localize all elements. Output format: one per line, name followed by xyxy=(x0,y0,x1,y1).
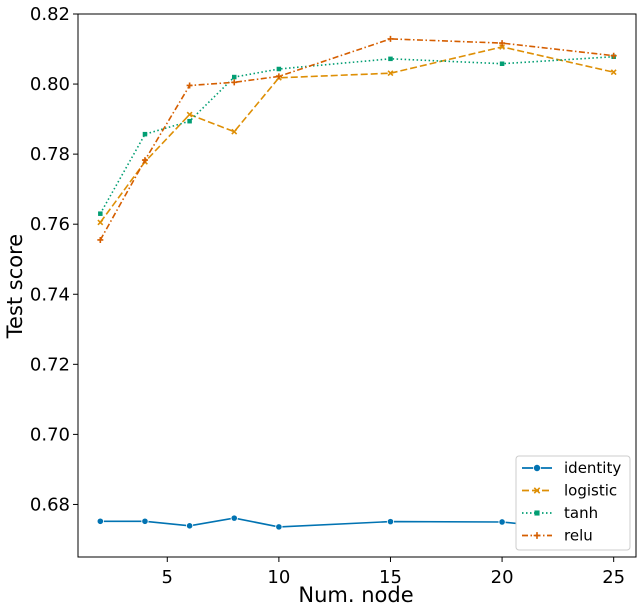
data-point xyxy=(387,70,394,77)
legend-label: logistic xyxy=(564,482,617,500)
legend-marker xyxy=(533,532,541,539)
data-point xyxy=(142,131,148,137)
series-line-logistic xyxy=(99,46,614,223)
data-point xyxy=(186,522,194,530)
data-point xyxy=(230,514,238,522)
y-tick-label: 0.74 xyxy=(30,284,70,305)
data-point xyxy=(186,82,193,89)
y-tick-label: 0.76 xyxy=(30,214,70,235)
x-tick-label: 15 xyxy=(379,567,402,588)
legend-item-relu: relu xyxy=(522,527,593,545)
x-tick-label: 25 xyxy=(602,567,625,588)
data-point xyxy=(276,66,282,72)
data-point xyxy=(498,518,506,526)
x-tick-label: 5 xyxy=(162,567,173,588)
data-point xyxy=(141,157,148,164)
legend-label: identity xyxy=(564,459,621,477)
data-point xyxy=(98,211,103,216)
data-point xyxy=(610,69,617,76)
data-point xyxy=(187,118,192,124)
legend-item-identity: identity xyxy=(522,459,621,477)
legend-marker xyxy=(533,487,541,494)
data-point xyxy=(275,73,282,80)
legend-marker xyxy=(533,463,542,472)
x-axis: 5 10 15 20 25 xyxy=(162,557,625,588)
data-point xyxy=(231,128,238,135)
legend-label: relu xyxy=(564,527,593,545)
y-tick-label: 0.72 xyxy=(30,354,70,375)
y-tick-label: 0.80 xyxy=(30,74,70,95)
y-axis-label: Test score xyxy=(3,234,27,339)
data-point xyxy=(231,79,238,86)
y-tick-label: 0.82 xyxy=(30,4,70,25)
data-point xyxy=(499,40,506,47)
data-point xyxy=(231,74,237,80)
series-line-relu xyxy=(99,38,614,241)
data-point xyxy=(388,56,393,62)
x-tick-label: 20 xyxy=(491,567,514,588)
y-axis: 0.68 0.70 0.72 0.74 0.76 0.78 0.80 0.82 xyxy=(30,4,78,515)
legend-box xyxy=(515,455,631,551)
data-point xyxy=(386,518,395,526)
data-point xyxy=(387,35,394,42)
data-point xyxy=(610,52,617,59)
legend: identity logistic tanh relu xyxy=(515,455,631,551)
legend-label: tanh xyxy=(564,504,598,522)
series-relu xyxy=(97,35,617,243)
legend-marker xyxy=(534,510,540,516)
y-tick-label: 0.70 xyxy=(30,424,70,445)
data-point xyxy=(499,61,505,66)
data-point xyxy=(499,43,506,50)
data-point xyxy=(186,111,193,118)
data-point xyxy=(141,517,149,525)
data-point xyxy=(97,236,104,243)
data-point xyxy=(275,523,283,531)
legend-item-tanh: tanh xyxy=(522,504,598,522)
legend-item-logistic: logistic xyxy=(522,482,617,500)
y-tick-label: 0.78 xyxy=(30,144,70,165)
series-line-identity xyxy=(100,517,614,535)
data-point xyxy=(96,517,104,525)
x-tick-label: 10 xyxy=(267,567,290,588)
x-axis-label: Num. node xyxy=(298,583,413,607)
y-tick-label: 0.68 xyxy=(30,494,70,515)
data-point xyxy=(97,219,104,226)
